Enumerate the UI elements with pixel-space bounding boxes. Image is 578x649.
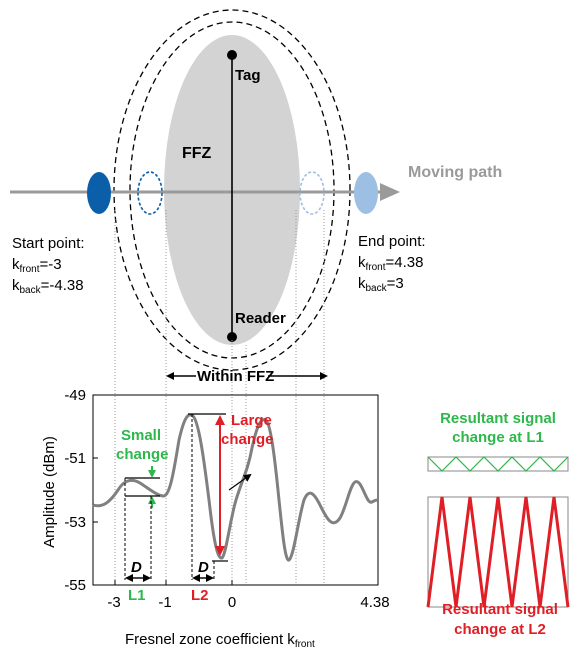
reader-dot (227, 332, 237, 342)
x-tick-label: 0 (228, 594, 236, 611)
x-axis-ticks (114, 580, 379, 585)
l2-resultant-signal (426, 496, 570, 608)
end-point-text: End point: kfront=4.38 kback=3 (358, 233, 426, 294)
y-axis-label: Amplitude (dBm) (41, 436, 58, 548)
start-kfront: kfront=-3 (12, 256, 62, 275)
x-tick-label: -1 (158, 594, 171, 611)
start-position-marker (87, 172, 111, 214)
y-tick-label: -51 (64, 450, 86, 467)
small-change-label-1: Small (121, 427, 161, 444)
projection-lines (114, 210, 325, 585)
l2-label: L2 (191, 587, 209, 604)
moving-path-label: Moving path (408, 164, 502, 181)
small-change-label-2: change (116, 446, 169, 463)
y-tick-label: -55 (64, 577, 86, 594)
d-label-l2: D (198, 559, 209, 576)
fresnel-zone-3 (113, 9, 351, 371)
amplitude-curve (92, 413, 379, 562)
moving-path-arrowhead (380, 183, 400, 201)
right-dashed-position (299, 171, 325, 215)
l1-resultant-title-2: change at L1 (452, 429, 544, 446)
small-change-annotation (124, 466, 160, 582)
d-label-l1: D (131, 559, 142, 576)
start-point-text: Start point: kfront=-3 kback=-4.38 (12, 235, 85, 296)
l2-resultant-title-2: change at L2 (454, 621, 546, 638)
left-dashed-position (137, 171, 163, 215)
ffz-label: FFZ (182, 145, 212, 162)
large-change-annotation (188, 413, 252, 582)
within-ffz-label: Within FFZ (197, 368, 274, 385)
y-axis-ticks (93, 394, 98, 586)
large-change-label-2: change (221, 431, 274, 448)
l1-resultant-title-1: Resultant signal (440, 410, 556, 427)
reader-label: Reader (235, 310, 286, 327)
x-axis-label: Fresnel zone coefficient kfront (125, 631, 315, 649)
end-kback: kback=3 (358, 275, 404, 294)
y-tick-label: -53 (64, 514, 86, 531)
plot-frame (92, 394, 379, 586)
tag-label: Tag (235, 67, 261, 84)
x-tick-label: -3 (107, 594, 120, 611)
large-change-label-1: Large (231, 412, 272, 429)
l1-resultant-signal (427, 456, 569, 472)
end-position-marker (354, 172, 378, 214)
start-kback: kback=-4.38 (12, 277, 84, 296)
end-kfront: kfront=4.38 (358, 254, 423, 273)
end-point-title: End point: (358, 233, 426, 250)
l2-resultant-title-1: Resultant signal (442, 601, 558, 618)
y-tick-label: -49 (64, 387, 86, 404)
start-point-title: Start point: (12, 235, 85, 252)
tag-dot (227, 50, 237, 60)
x-tick-label: 4.38 (360, 594, 389, 611)
l1-label: L1 (128, 587, 146, 604)
